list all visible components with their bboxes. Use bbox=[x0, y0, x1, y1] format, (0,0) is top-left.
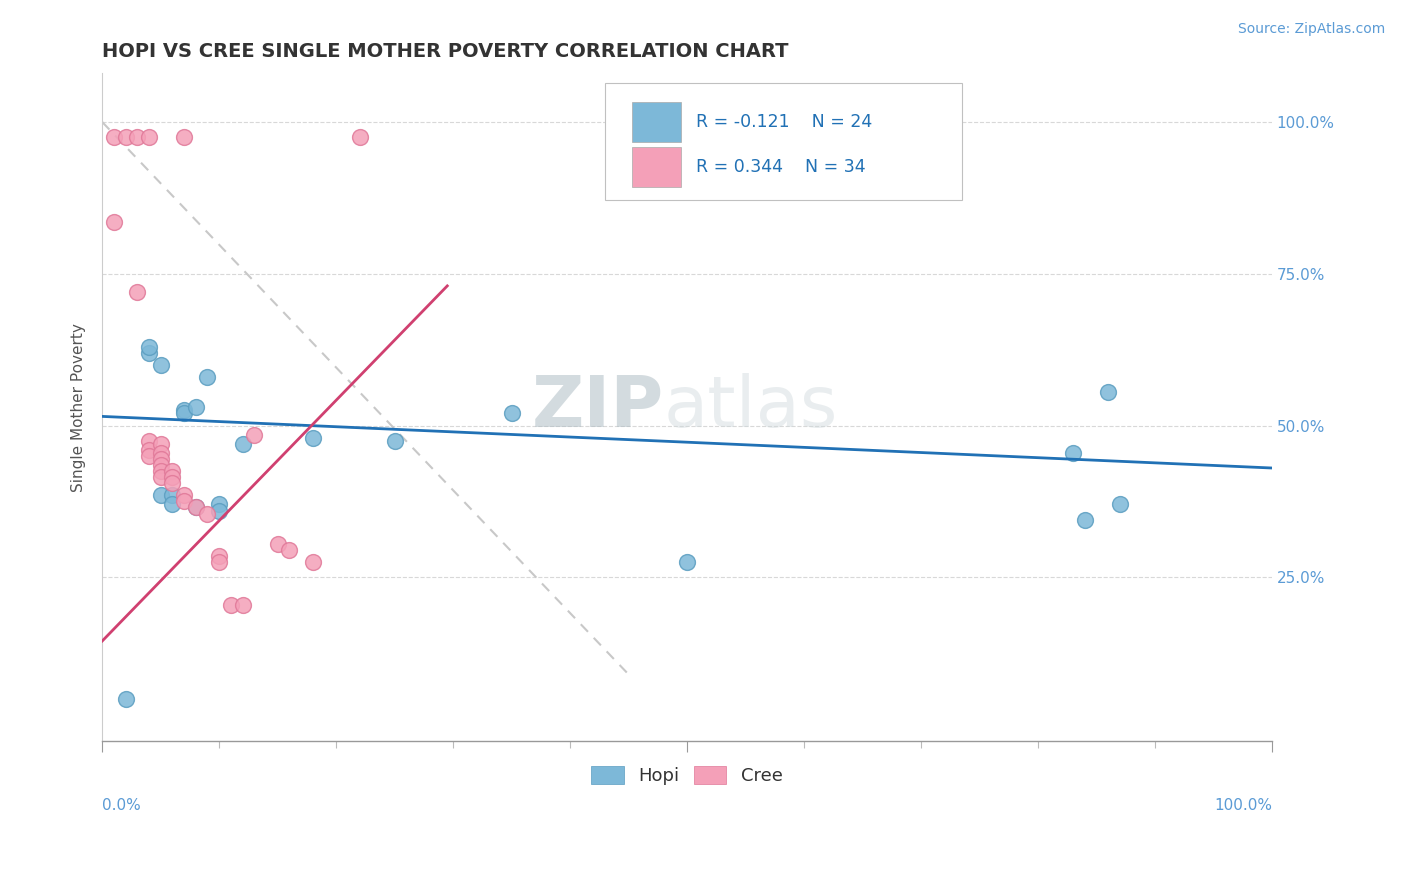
Point bbox=[208, 503, 231, 517]
Point bbox=[301, 555, 323, 569]
Point bbox=[676, 555, 699, 569]
Point bbox=[349, 130, 371, 145]
Point bbox=[243, 427, 266, 442]
FancyBboxPatch shape bbox=[633, 103, 682, 142]
Point bbox=[793, 118, 815, 132]
Point bbox=[138, 345, 160, 359]
Text: 0.0%: 0.0% bbox=[103, 798, 141, 813]
Text: HOPI VS CREE SINGLE MOTHER POVERTY CORRELATION CHART: HOPI VS CREE SINGLE MOTHER POVERTY CORRE… bbox=[103, 42, 789, 61]
Point bbox=[162, 476, 184, 491]
Point bbox=[184, 401, 207, 415]
Text: R = -0.121    N = 24: R = -0.121 N = 24 bbox=[696, 113, 873, 131]
Point bbox=[149, 451, 172, 466]
Point bbox=[138, 130, 160, 145]
Point bbox=[301, 431, 323, 445]
Point bbox=[127, 130, 149, 145]
Point bbox=[208, 498, 231, 512]
Point bbox=[149, 464, 172, 478]
Point bbox=[138, 442, 160, 457]
Point bbox=[278, 543, 301, 558]
Point bbox=[232, 436, 254, 450]
Point bbox=[114, 130, 136, 145]
Point bbox=[1097, 385, 1119, 400]
Point bbox=[149, 488, 172, 502]
Point bbox=[103, 130, 125, 145]
Point bbox=[197, 370, 219, 384]
Point bbox=[793, 130, 815, 145]
Point bbox=[127, 285, 149, 299]
Point bbox=[384, 434, 406, 448]
Legend: Hopi, Cree: Hopi, Cree bbox=[583, 758, 790, 792]
Text: 100.0%: 100.0% bbox=[1213, 798, 1272, 813]
Point bbox=[173, 488, 195, 502]
Point bbox=[173, 406, 195, 420]
Point bbox=[1074, 513, 1097, 527]
Point bbox=[184, 500, 207, 515]
Point bbox=[676, 130, 699, 145]
Point bbox=[184, 500, 207, 515]
Point bbox=[232, 598, 254, 612]
Point bbox=[114, 691, 136, 706]
Point bbox=[173, 403, 195, 417]
Point bbox=[162, 464, 184, 478]
Point bbox=[149, 446, 172, 460]
Point bbox=[197, 507, 219, 521]
Point bbox=[1108, 498, 1130, 512]
Point bbox=[149, 470, 172, 484]
Point bbox=[208, 555, 231, 569]
FancyBboxPatch shape bbox=[633, 147, 682, 186]
Point bbox=[1062, 446, 1084, 460]
Text: Source: ZipAtlas.com: Source: ZipAtlas.com bbox=[1237, 22, 1385, 37]
Point bbox=[149, 436, 172, 450]
Point bbox=[149, 458, 172, 472]
Point bbox=[173, 494, 195, 508]
FancyBboxPatch shape bbox=[605, 84, 962, 201]
Point bbox=[149, 358, 172, 372]
Point bbox=[138, 434, 160, 448]
Point bbox=[208, 549, 231, 563]
Y-axis label: Single Mother Poverty: Single Mother Poverty bbox=[72, 323, 86, 491]
Point bbox=[501, 406, 523, 420]
Point bbox=[138, 449, 160, 463]
Point bbox=[162, 470, 184, 484]
Point bbox=[173, 130, 195, 145]
Text: atlas: atlas bbox=[664, 373, 838, 442]
Point bbox=[162, 488, 184, 502]
Point bbox=[138, 340, 160, 354]
Text: ZIP: ZIP bbox=[531, 373, 664, 442]
Point bbox=[162, 498, 184, 512]
Point bbox=[219, 598, 242, 612]
Point bbox=[103, 215, 125, 229]
Text: R = 0.344    N = 34: R = 0.344 N = 34 bbox=[696, 158, 866, 176]
Point bbox=[266, 537, 288, 551]
